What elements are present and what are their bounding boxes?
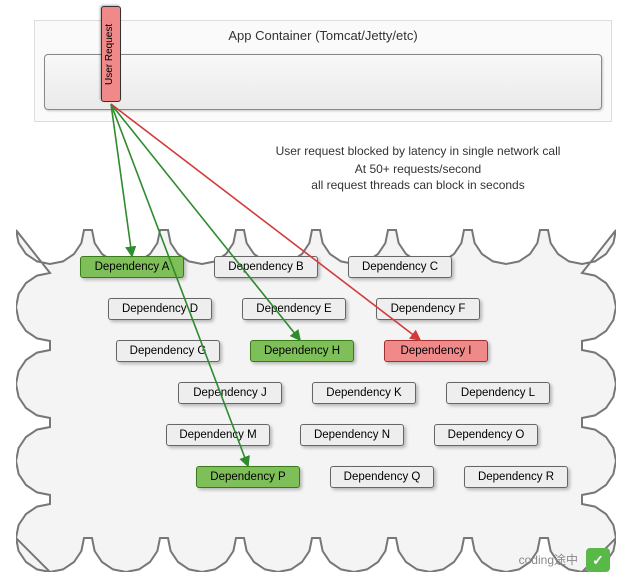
message-line-1: User request blocked by latency in singl… bbox=[228, 144, 608, 158]
dependency-l: Dependency L bbox=[446, 382, 550, 404]
dependency-a: Dependency A bbox=[80, 256, 184, 278]
dependency-o: Dependency O bbox=[434, 424, 538, 446]
dependency-n: Dependency N bbox=[300, 424, 404, 446]
dependency-i: Dependency I bbox=[384, 340, 488, 362]
diagram-stage: App Container (Tomcat/Jetty/etc) User Re… bbox=[0, 0, 640, 582]
user-request-box: User Request bbox=[101, 6, 121, 102]
message-line-2: At 50+ requests/second bbox=[228, 162, 608, 176]
dependency-c: Dependency C bbox=[348, 256, 452, 278]
watermark-icon: ✓ bbox=[586, 548, 610, 572]
dependency-d: Dependency D bbox=[108, 298, 212, 320]
dependency-j: Dependency J bbox=[178, 382, 282, 404]
dependency-r: Dependency R bbox=[464, 466, 568, 488]
dependency-h: Dependency H bbox=[250, 340, 354, 362]
app-container-bar bbox=[44, 54, 602, 110]
dependency-p: Dependency P bbox=[196, 466, 300, 488]
dependency-e: Dependency E bbox=[242, 298, 346, 320]
dependency-q: Dependency Q bbox=[330, 466, 434, 488]
dependency-g: Dependency G bbox=[116, 340, 220, 362]
message-line-3: all request threads can block in seconds bbox=[228, 178, 608, 192]
dependency-k: Dependency K bbox=[312, 382, 416, 404]
dependency-m: Dependency M bbox=[166, 424, 270, 446]
dependency-f: Dependency F bbox=[376, 298, 480, 320]
dependency-b: Dependency B bbox=[214, 256, 318, 278]
watermark-text: coding途中 bbox=[519, 551, 578, 568]
